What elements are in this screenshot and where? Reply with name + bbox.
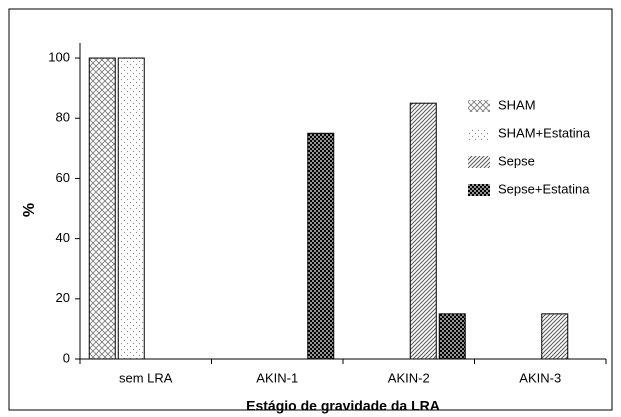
x-tick-label: AKIN-3 <box>519 370 561 385</box>
legend-label: SHAM <box>498 97 536 112</box>
bar <box>117 57 145 360</box>
y-axis-label: % <box>21 203 38 217</box>
x-tick-label: AKIN-1 <box>256 370 298 385</box>
x-axis-label: Estágio de gravidade da LRA <box>246 398 440 414</box>
legend-swatch <box>468 184 490 196</box>
y-tick-label: 100 <box>48 49 70 64</box>
y-tick-label: 40 <box>56 230 70 245</box>
bar <box>541 313 569 360</box>
bar <box>438 313 466 360</box>
legend-swatch <box>468 100 490 112</box>
y-tick-label: 80 <box>56 110 70 125</box>
legend-label: SHAM+Estatina <box>498 125 591 140</box>
x-tick-label: AKIN-2 <box>388 370 430 385</box>
legend-swatch <box>468 128 490 140</box>
bar <box>307 132 335 360</box>
bar <box>88 57 116 360</box>
y-tick-label: 20 <box>56 290 70 305</box>
y-tick-label: 0 <box>63 350 70 365</box>
x-tick-label: sem LRA <box>119 370 173 385</box>
bar <box>409 102 437 360</box>
legend-label: Sepse+Estatina <box>498 181 590 196</box>
legend-swatch <box>468 156 490 168</box>
y-tick-label: 60 <box>56 170 70 185</box>
legend-label: Sepse <box>498 153 535 168</box>
